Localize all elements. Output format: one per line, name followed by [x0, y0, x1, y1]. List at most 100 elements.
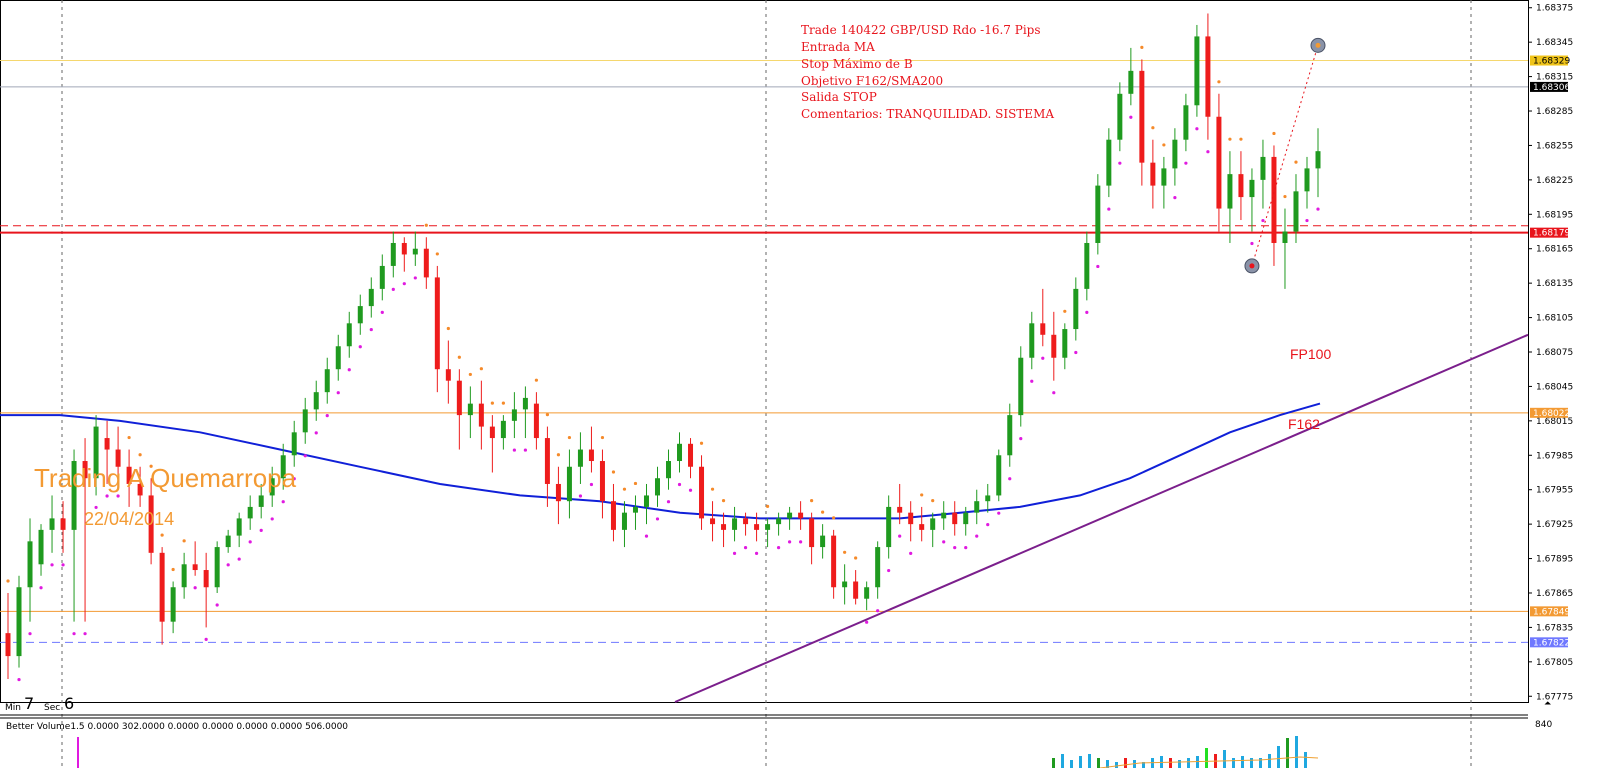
- candle-body-29: [324, 369, 330, 393]
- sar-dot-13: [149, 464, 153, 468]
- sar-dot-82: [909, 551, 913, 555]
- candle-body-25: [280, 455, 286, 479]
- candle-body-98: [1084, 242, 1090, 289]
- price-tag-5: 1.67822: [1533, 638, 1570, 648]
- sar-dot-113: [1250, 241, 1254, 246]
- sar-dot-103: [1140, 45, 1144, 49]
- sar-dot-61: [677, 482, 682, 487]
- y-tick-label-10: 1.68075: [1536, 348, 1573, 358]
- volume-bar-17: [1205, 748, 1208, 768]
- sar-dot-87: [964, 546, 968, 550]
- volume-bar-24: [1268, 754, 1271, 768]
- exit-marker-dot: [1249, 263, 1255, 269]
- sar-dot-88: [975, 534, 979, 538]
- candle-body-99: [1095, 185, 1101, 243]
- sar-dot-114: [1261, 218, 1265, 223]
- candle-body-107: [1183, 105, 1189, 140]
- y-tick-label-11: 1.68045: [1536, 382, 1573, 392]
- sar-dot-45: [501, 401, 505, 405]
- candle-body-70: [776, 518, 782, 525]
- candle-body-1: [16, 587, 22, 657]
- sar-dot-10: [116, 494, 120, 498]
- sar-dot-66: [732, 551, 737, 555]
- volume-average-line: [1099, 756, 1319, 768]
- volume-panel-title: Better Volume1.5 0.0000 302.0000 0.0000 …: [6, 722, 348, 732]
- candle-body-60: [666, 461, 672, 479]
- volume-bar-27: [1295, 736, 1298, 768]
- candle-body-88: [974, 501, 980, 513]
- candle-body-106: [1172, 139, 1178, 169]
- candle-body-30: [335, 346, 341, 370]
- sma200-line: [0, 402, 1321, 520]
- sar-dot-20: [226, 563, 230, 567]
- y-tick-label-0: 1.68375: [1536, 4, 1573, 14]
- sar-dot-57: [633, 481, 638, 486]
- candle-body-21: [236, 518, 242, 536]
- candle-body-50: [555, 483, 561, 502]
- candle-body-38: [423, 248, 429, 278]
- countdown-timer: Min 7 Sec 6: [5, 694, 74, 713]
- scroll-marker-icon[interactable]: ⏶: [1544, 699, 1552, 709]
- sar-dot-53: [589, 482, 594, 487]
- sar-dot-26: [292, 477, 296, 481]
- candle-body-118: [1304, 168, 1310, 192]
- candle-body-0: [5, 633, 11, 657]
- candle-body-68: [754, 524, 760, 530]
- candle-body-112: [1238, 174, 1244, 198]
- candle-body-62: [688, 443, 694, 467]
- candle-body-53: [588, 449, 594, 462]
- volume-bar-3: [1079, 756, 1082, 768]
- sar-dot-41: [457, 355, 461, 359]
- sar-dot-62: [688, 488, 693, 492]
- sar-dot-102: [1129, 115, 1133, 119]
- candle-body-105: [1161, 168, 1167, 186]
- candle-body-13: [148, 495, 154, 553]
- y-tick-label-17: 1.67865: [1536, 589, 1573, 599]
- sar-dot-40: [446, 326, 450, 331]
- volume-bar-25: [1277, 746, 1280, 768]
- sar-dot-67: [743, 546, 748, 550]
- sar-dot-35: [391, 287, 395, 292]
- volume-bar-14: [1178, 760, 1181, 768]
- chart-grid: [0, 0, 1529, 768]
- y-tick-label-1: 1.68345: [1536, 38, 1573, 48]
- y-tick-label-19: 1.67805: [1536, 658, 1573, 668]
- sar-dot-98: [1085, 310, 1089, 314]
- candle-body-9: [104, 438, 110, 450]
- sar-dot-33: [369, 327, 373, 332]
- note-entry: Entrada MA: [801, 40, 875, 54]
- candle-body-51: [566, 466, 572, 502]
- sar-dot-54: [600, 435, 605, 440]
- watermark-date: 22/04/2014: [84, 509, 174, 529]
- y-axis: 1.68375 1.68345 1.68315 1.68285 1.68255 1.682…: [1528, 4, 1573, 702]
- sar-dot-25: [281, 500, 285, 504]
- candle-body-14: [159, 552, 165, 622]
- candle-body-97: [1073, 288, 1079, 330]
- volume-bar-28: [1304, 752, 1307, 768]
- volume-bar-7: [1115, 762, 1118, 768]
- sar-dot-39: [435, 252, 439, 256]
- price-tag-bg-0: [1530, 55, 1568, 66]
- volume-bar-6: [1106, 760, 1109, 768]
- price-tag-bg-5: [1530, 637, 1568, 648]
- sar-dot-91: [1008, 477, 1012, 481]
- sar-dot-1: [17, 677, 21, 682]
- note-exit: Salida STOP: [801, 90, 877, 104]
- candle-body-54: [599, 461, 605, 502]
- candle-body-17: [192, 564, 198, 571]
- y-tick-label-6: 1.68195: [1536, 210, 1573, 220]
- candle-body-71: [787, 512, 793, 519]
- y-tick-label-3: 1.68285: [1536, 107, 1573, 117]
- sar-dot-79: [876, 609, 880, 613]
- sar-dot-84: [931, 499, 935, 503]
- candle-body-52: [577, 449, 583, 467]
- sar-dot-97: [1074, 350, 1078, 355]
- candle-body-87: [963, 512, 969, 525]
- sar-dot-29: [325, 414, 329, 418]
- candle-body-24: [269, 478, 275, 496]
- candle-body-74: [820, 535, 826, 548]
- candle-body-58: [643, 495, 649, 507]
- sar-dot-6: [72, 632, 76, 636]
- sar-dot-15: [171, 567, 175, 572]
